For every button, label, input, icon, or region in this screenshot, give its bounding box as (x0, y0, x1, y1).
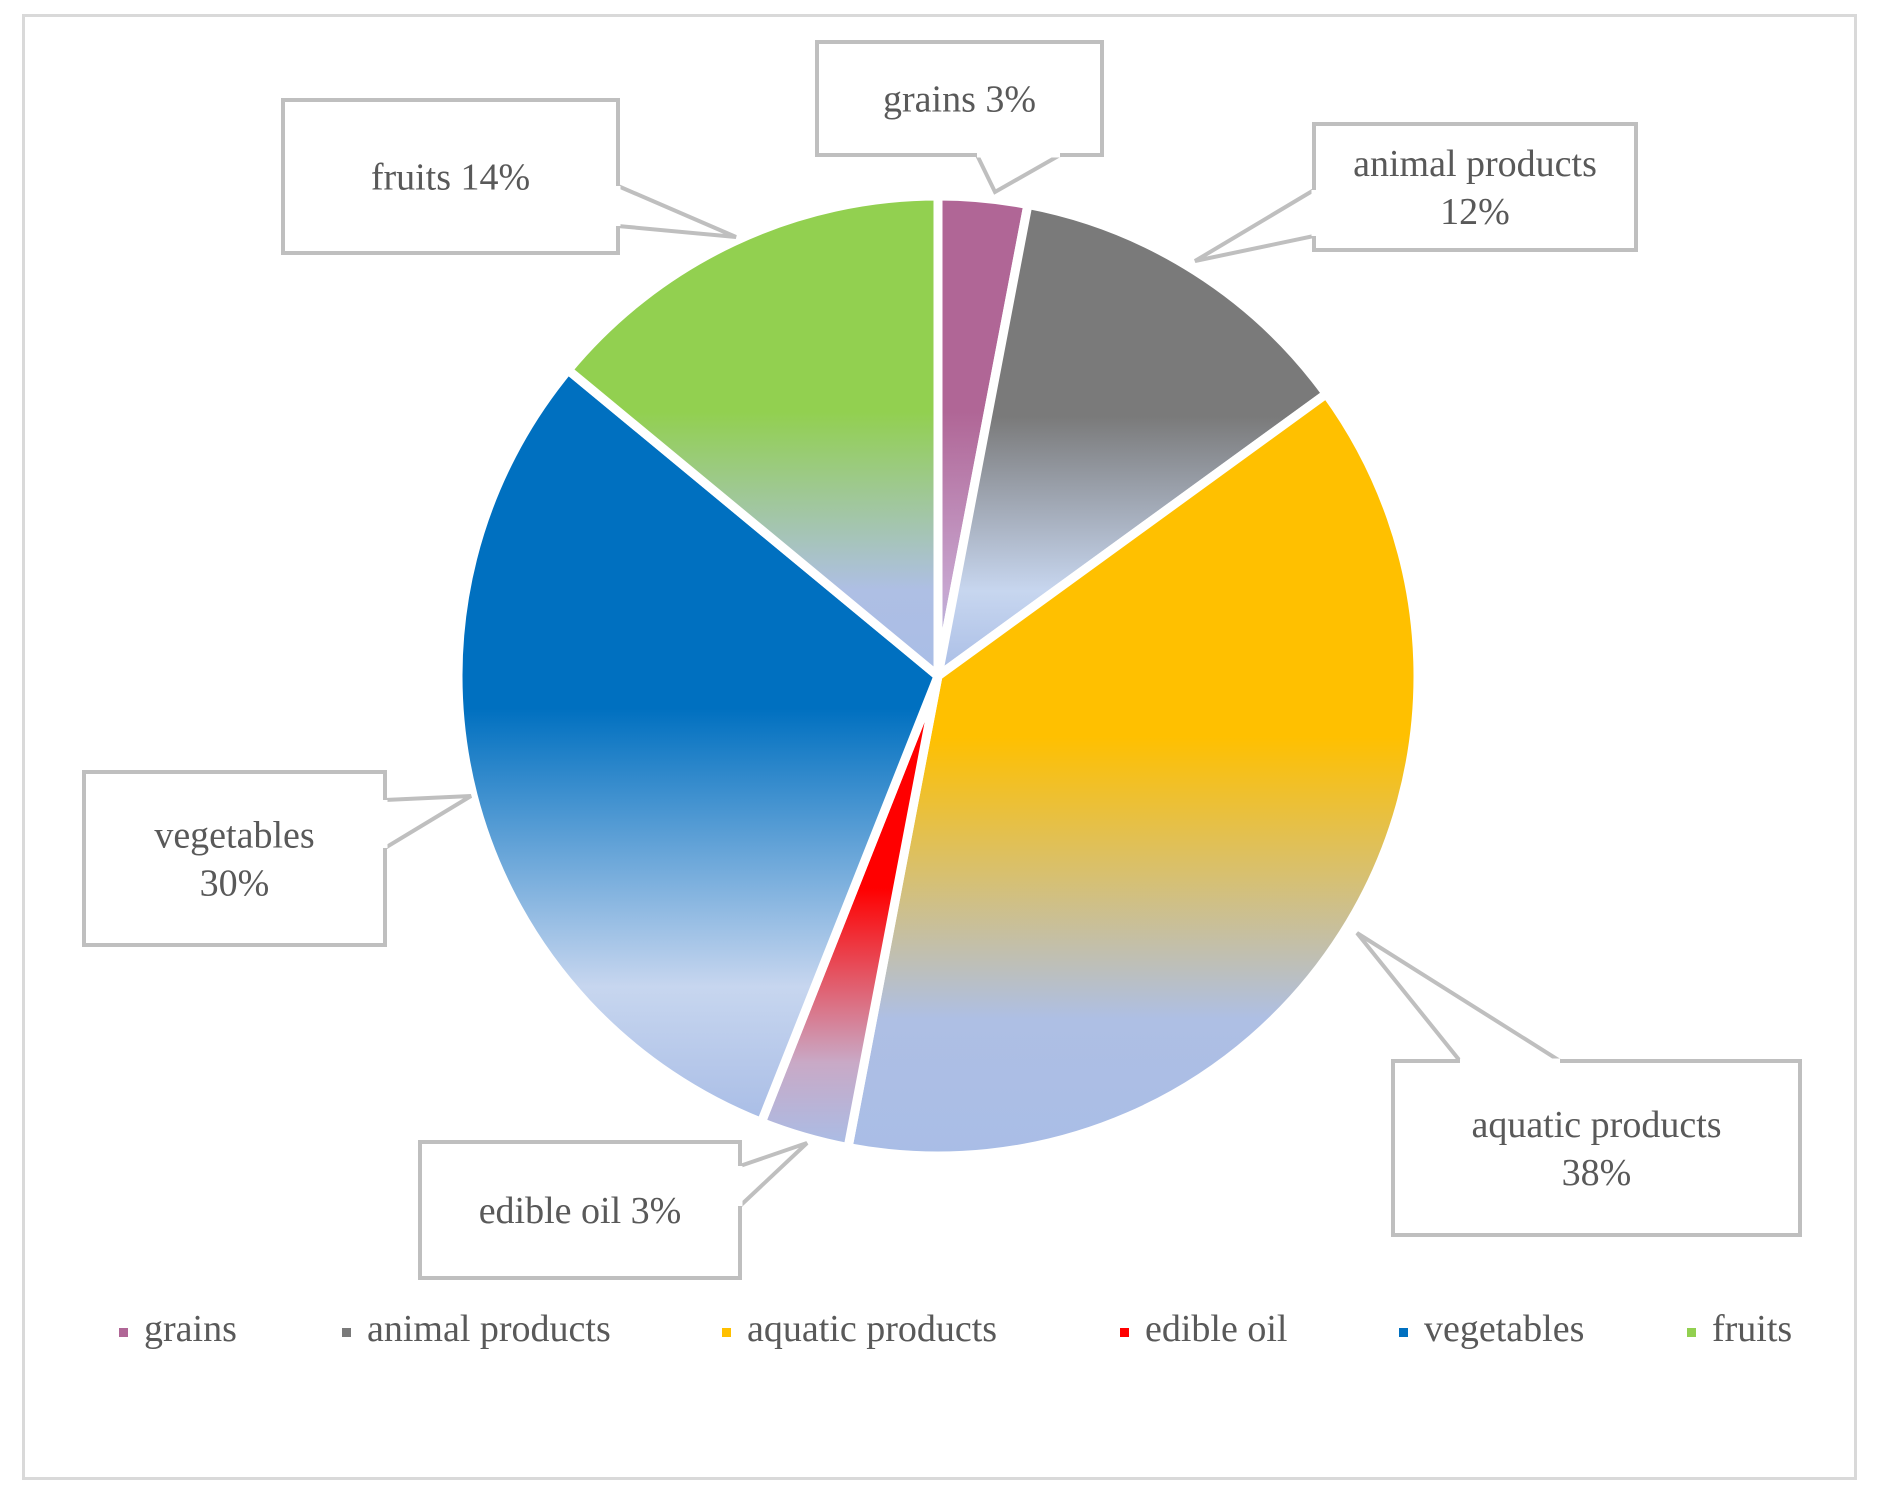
legend-swatch (1399, 1328, 1408, 1337)
data-label-vegetables: vegetables 30% (82, 770, 473, 947)
data-label-animal-products: animal products 12% (1193, 122, 1638, 263)
legend-label: vegetables (1424, 1308, 1584, 1350)
callout-pointer (1355, 931, 1567, 1063)
legend-label: fruits (1712, 1308, 1792, 1350)
legend: grains animal products aquatic products edi… (119, 1308, 1792, 1350)
legend-label: edible oil (1145, 1308, 1287, 1350)
callout-box (82, 770, 387, 947)
legend-label: animal products (367, 1308, 611, 1350)
callout-box (1391, 1059, 1802, 1237)
legend-swatch (119, 1328, 128, 1337)
data-label-text: 38% (1562, 1152, 1632, 1194)
data-label-edible-oil: edible oil 3% (418, 1140, 809, 1280)
legend-swatch (1120, 1328, 1129, 1337)
legend-label: grains (144, 1308, 237, 1350)
callout-box (815, 40, 1104, 157)
slice-aquatic-products (843, 389, 1423, 1161)
data-label-text: fruits 14% (371, 157, 530, 199)
data-label-grains: grains 3% (815, 40, 1104, 195)
data-label-fruits: fruits 14% (281, 98, 737, 255)
data-label-text: animal products (1353, 143, 1597, 185)
slice-animal-products (933, 200, 1331, 681)
callout-pointer (616, 182, 737, 239)
callout-box (418, 1140, 742, 1280)
data-label-text: grains 3% (883, 79, 1036, 121)
legend-swatch (1687, 1328, 1696, 1337)
legend-label: aquatic products (747, 1308, 997, 1350)
callout-pointer (383, 794, 473, 852)
slice-fruits (563, 191, 943, 681)
legend-swatch (342, 1328, 351, 1337)
callout-pointer (738, 1141, 809, 1211)
legend-item-vegetables: vegetables (1399, 1308, 1584, 1350)
data-label-text: vegetables (154, 815, 314, 857)
data-label-text: aquatic products (1471, 1104, 1721, 1146)
data-label-aquatic-products: aquatic products 38% (1355, 931, 1802, 1237)
legend-item-fruits: fruits (1687, 1308, 1792, 1350)
legend-swatch (722, 1328, 731, 1337)
legend-item-edible-oil: edible oil (1120, 1308, 1287, 1350)
pie-slices (453, 191, 1423, 1161)
data-label-text: 30% (200, 863, 270, 905)
legend-item-animal-products: animal products (342, 1308, 611, 1350)
callout-box (281, 98, 620, 255)
data-label-callouts: grains 3% animal products 12% fruits 14% veg… (82, 40, 1802, 1280)
callout-pointer (973, 153, 1068, 195)
legend-item-grains: grains (119, 1308, 237, 1350)
data-label-text: 12% (1440, 191, 1510, 233)
data-label-text: edible oil 3% (479, 1190, 682, 1232)
legend-item-aquatic-products: aquatic products (722, 1308, 997, 1350)
slice-vegetables (453, 365, 943, 1127)
callout-box (1312, 122, 1638, 252)
callout-pointer (1193, 186, 1316, 263)
